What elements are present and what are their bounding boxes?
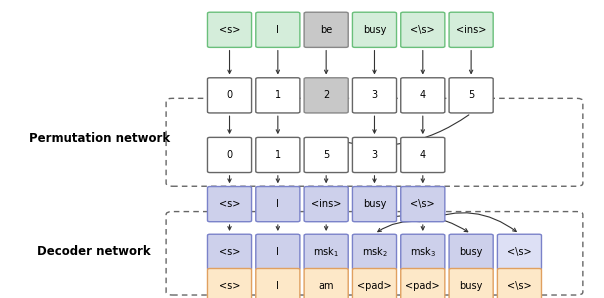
FancyBboxPatch shape — [208, 78, 252, 113]
Text: <\s>: <\s> — [411, 199, 435, 209]
Text: 3: 3 — [371, 150, 378, 160]
Text: 1: 1 — [275, 90, 281, 100]
Text: I: I — [277, 199, 279, 209]
Text: 0: 0 — [226, 150, 233, 160]
Text: Permutation network: Permutation network — [29, 132, 170, 145]
FancyBboxPatch shape — [256, 268, 300, 298]
Text: <s>: <s> — [219, 247, 240, 257]
FancyBboxPatch shape — [498, 234, 541, 269]
Text: busy: busy — [363, 199, 386, 209]
FancyBboxPatch shape — [449, 234, 493, 269]
Text: <s>: <s> — [219, 25, 240, 35]
FancyBboxPatch shape — [353, 234, 397, 269]
Text: <s>: <s> — [219, 281, 240, 291]
Text: Decoder network: Decoder network — [37, 245, 150, 258]
FancyBboxPatch shape — [498, 268, 541, 298]
Text: 0: 0 — [226, 90, 233, 100]
FancyBboxPatch shape — [208, 268, 252, 298]
Text: <s>: <s> — [219, 199, 240, 209]
FancyBboxPatch shape — [208, 12, 252, 47]
FancyBboxPatch shape — [256, 12, 300, 47]
FancyBboxPatch shape — [208, 137, 252, 173]
Text: msk$_3$: msk$_3$ — [410, 245, 436, 259]
FancyBboxPatch shape — [304, 137, 348, 173]
FancyBboxPatch shape — [256, 187, 300, 222]
FancyBboxPatch shape — [304, 187, 348, 222]
Text: busy: busy — [460, 247, 483, 257]
FancyBboxPatch shape — [353, 187, 397, 222]
Text: <\s>: <\s> — [507, 247, 532, 257]
Text: 3: 3 — [371, 90, 378, 100]
FancyBboxPatch shape — [401, 78, 445, 113]
Text: 4: 4 — [420, 150, 426, 160]
Text: <pad>: <pad> — [357, 281, 392, 291]
FancyBboxPatch shape — [353, 268, 397, 298]
Text: I: I — [277, 247, 279, 257]
Text: <\s>: <\s> — [507, 281, 532, 291]
FancyBboxPatch shape — [256, 137, 300, 173]
FancyBboxPatch shape — [401, 137, 445, 173]
FancyBboxPatch shape — [304, 78, 348, 113]
Text: am: am — [318, 281, 334, 291]
FancyBboxPatch shape — [449, 78, 493, 113]
FancyBboxPatch shape — [208, 187, 252, 222]
Text: <ins>: <ins> — [456, 25, 486, 35]
FancyBboxPatch shape — [401, 268, 445, 298]
FancyBboxPatch shape — [256, 78, 300, 113]
FancyBboxPatch shape — [304, 234, 348, 269]
FancyBboxPatch shape — [208, 234, 252, 269]
FancyBboxPatch shape — [449, 12, 493, 47]
FancyBboxPatch shape — [401, 187, 445, 222]
FancyBboxPatch shape — [401, 12, 445, 47]
FancyBboxPatch shape — [401, 234, 445, 269]
Text: 2: 2 — [323, 90, 329, 100]
Text: <pad>: <pad> — [405, 281, 440, 291]
FancyBboxPatch shape — [256, 234, 300, 269]
Text: be: be — [320, 25, 332, 35]
Text: busy: busy — [363, 25, 386, 35]
FancyBboxPatch shape — [304, 12, 348, 47]
Text: I: I — [277, 281, 279, 291]
Text: 1: 1 — [275, 150, 281, 160]
Text: msk$_2$: msk$_2$ — [362, 245, 387, 259]
FancyBboxPatch shape — [353, 78, 397, 113]
Text: I: I — [277, 25, 279, 35]
Text: <\s>: <\s> — [411, 25, 435, 35]
FancyBboxPatch shape — [353, 137, 397, 173]
Text: busy: busy — [460, 281, 483, 291]
Text: 5: 5 — [323, 150, 329, 160]
Text: msk$_1$: msk$_1$ — [313, 245, 339, 259]
Text: 5: 5 — [468, 90, 474, 100]
FancyBboxPatch shape — [449, 268, 493, 298]
Text: 4: 4 — [420, 90, 426, 100]
FancyBboxPatch shape — [353, 12, 397, 47]
Text: <ins>: <ins> — [311, 199, 341, 209]
FancyBboxPatch shape — [304, 268, 348, 298]
